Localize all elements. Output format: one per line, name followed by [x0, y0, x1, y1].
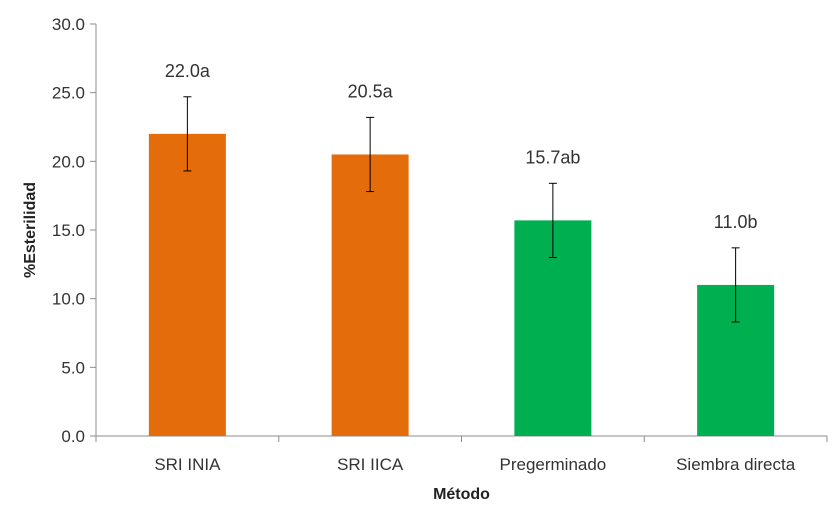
bar	[331, 154, 409, 436]
y-axis-title: %Esterilidad	[22, 182, 39, 278]
y-tick-label: 0.0	[61, 427, 85, 446]
y-axis: 0.0 5.0 10.0 15.0 20.0 25.0 30.0	[52, 15, 97, 446]
x-axis: SRI INIA SRI IICA Pregerminado Siembra dire…	[95, 435, 828, 474]
y-tick-label: 15.0	[52, 221, 85, 240]
error-bar	[183, 96, 192, 172]
y-tick-label: 25.0	[52, 84, 85, 103]
bars	[148, 96, 775, 436]
data-labels: 22.0a 20.5a 15.7ab 11.0b	[165, 61, 758, 232]
error-bar	[548, 182, 557, 258]
x-category-label: Pregerminado	[499, 455, 606, 474]
y-tick-label: 5.0	[61, 358, 85, 377]
data-label: 11.0b	[714, 212, 758, 232]
y-tick-label: 20.0	[52, 152, 85, 171]
x-category-label: SRI INIA	[154, 455, 221, 474]
data-label: 22.0a	[165, 61, 211, 81]
error-bar	[366, 116, 375, 193]
x-axis-title: Método	[433, 486, 490, 503]
data-label: 20.5a	[348, 81, 394, 101]
y-tick-label: 30.0	[52, 15, 85, 34]
bar	[148, 133, 226, 436]
data-label: 15.7ab	[525, 147, 580, 167]
y-tick-label: 10.0	[52, 290, 85, 309]
error-bar	[731, 247, 740, 323]
x-category-label: SRI IICA	[337, 455, 404, 474]
x-category-label: Siembra directa	[676, 455, 796, 474]
